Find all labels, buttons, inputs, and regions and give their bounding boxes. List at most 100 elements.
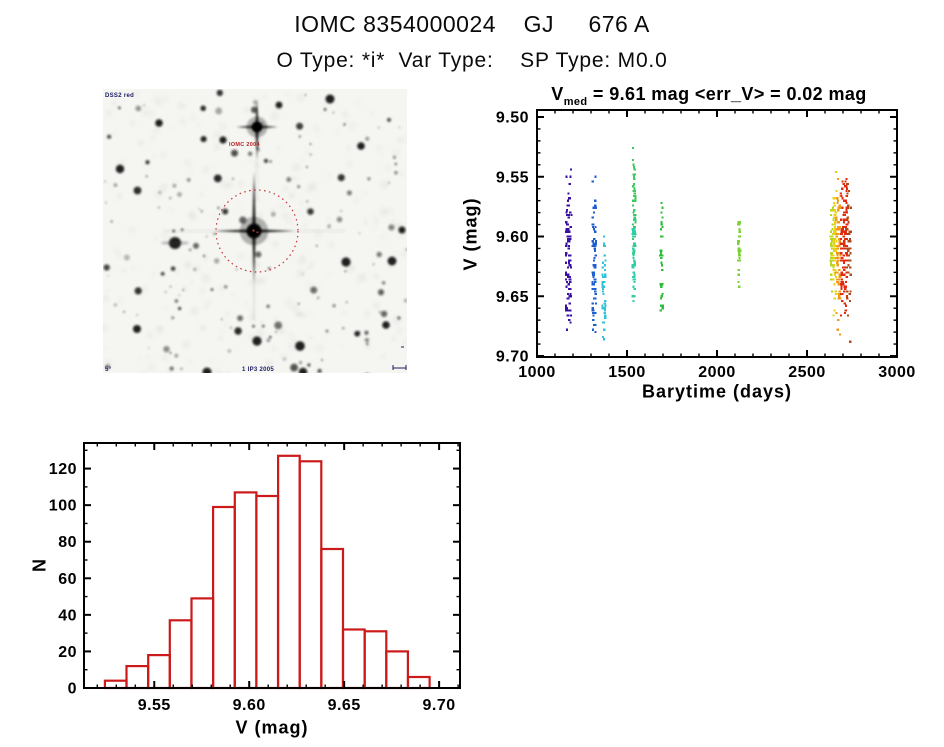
scatter-point [592, 319, 595, 322]
scatter-point [603, 328, 606, 331]
scatter-point [659, 297, 663, 300]
scatter-point [837, 283, 840, 286]
star [382, 281, 386, 285]
histogram-y-tick-label: 100 [49, 498, 77, 515]
scatter-point [845, 254, 848, 257]
scatter-point [836, 261, 839, 264]
star [193, 268, 197, 271]
scatter-point [566, 204, 569, 207]
star [397, 316, 401, 320]
scatter-point [661, 292, 664, 295]
scatter-point [601, 283, 604, 286]
scatter-point [567, 228, 570, 231]
scatter-point [837, 264, 840, 267]
scatter-point [849, 230, 852, 233]
star [269, 335, 272, 339]
histogram-x-tick-label: 9.60 [233, 697, 266, 714]
scatter-point [839, 292, 843, 295]
scatter-point [569, 292, 572, 295]
histogram-x-tick-label: 9.65 [328, 697, 361, 714]
scatter-point [847, 204, 850, 207]
star [217, 206, 220, 209]
scatter-point [602, 242, 605, 245]
page-title: IOMC 8354000024 GJ 676 A [294, 11, 650, 37]
star [263, 158, 269, 163]
scatter-point [633, 230, 636, 233]
scatter-point [838, 245, 841, 248]
star [210, 288, 214, 291]
scatter-point [834, 292, 838, 295]
star [178, 307, 182, 310]
scatter-point [659, 252, 663, 255]
scatter-point [738, 254, 741, 257]
scatter-point [844, 225, 847, 228]
scatter-x-tick-label: 2000 [698, 364, 736, 381]
scatter-point [632, 254, 635, 257]
star [200, 210, 203, 213]
scatter-point [567, 235, 570, 238]
scatter-point [834, 247, 837, 250]
scatter-point [844, 266, 847, 269]
scatter-point [834, 237, 837, 240]
scatter-point [569, 259, 572, 262]
scatter-point [834, 268, 837, 272]
star [169, 285, 172, 288]
histogram-bars [103, 454, 431, 690]
scatter-point [845, 211, 849, 214]
scatter-point [659, 283, 662, 286]
scatter-point [566, 297, 569, 300]
scatter-point [594, 297, 597, 300]
scatter-point [842, 283, 845, 286]
scatter-point [601, 307, 604, 310]
page-subtitle: O Type: *i* Var Type: SP Type: M0.0 [276, 49, 668, 72]
star [398, 226, 406, 234]
scatter-point [846, 216, 849, 219]
scatter-x-tick-label: 2500 [788, 364, 826, 381]
scatter-point [604, 268, 607, 272]
scatter-point [568, 276, 571, 279]
star [271, 212, 276, 217]
scatter-point [567, 192, 570, 195]
star [341, 257, 351, 267]
star [252, 336, 262, 346]
scatter-point [843, 213, 846, 217]
scatter-point [633, 242, 636, 245]
scatter-point [837, 228, 840, 231]
scatter-point [841, 259, 844, 262]
scatter-point [661, 206, 664, 209]
star [354, 330, 361, 337]
scatter-point [830, 213, 833, 217]
scatter-point [633, 280, 636, 283]
scatter-point [839, 237, 842, 240]
scatter-point [594, 206, 597, 209]
scatter-point [738, 252, 741, 255]
star [145, 160, 150, 165]
star [376, 251, 382, 258]
star [174, 354, 178, 358]
scatter-point [660, 261, 663, 264]
scatter-point [842, 266, 845, 269]
star [317, 296, 320, 298]
star [358, 232, 361, 235]
scatter-point [567, 273, 570, 276]
scatter-point [841, 280, 844, 283]
scatter-point [594, 331, 597, 334]
scatter-point [834, 273, 837, 276]
scatter-point [568, 259, 571, 262]
scatter-point [592, 323, 596, 326]
scatter-point [840, 252, 843, 255]
scatter-point [567, 247, 570, 250]
scatter-point [833, 264, 836, 267]
histogram-bar [406, 675, 431, 690]
star [274, 321, 283, 330]
histogram-bar [147, 653, 171, 690]
scatter-point [840, 230, 843, 233]
histogram-x-tick-label: 9.70 [423, 697, 456, 714]
scatter-point [592, 283, 595, 286]
star [377, 126, 380, 129]
scatter-point [594, 204, 597, 207]
scatter-point [840, 283, 843, 286]
scatter-point [632, 266, 635, 269]
scatter-point [840, 242, 844, 245]
sky-noise [103, 89, 407, 373]
